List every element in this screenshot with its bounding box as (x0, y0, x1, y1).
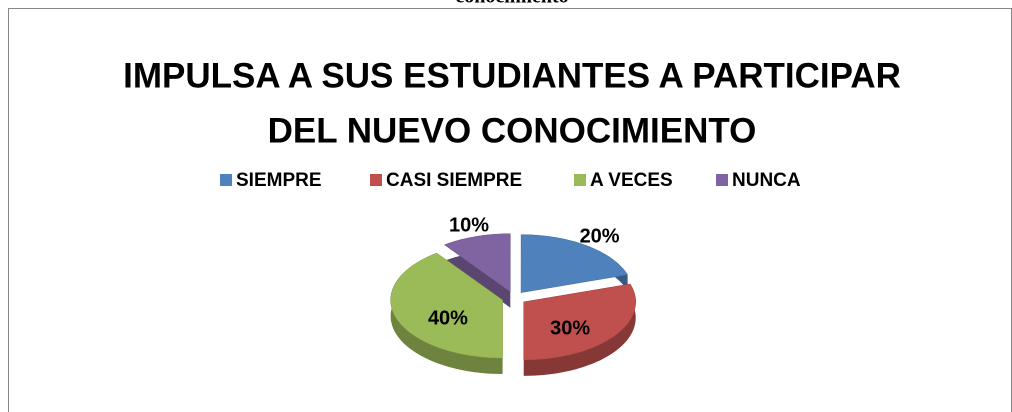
legend-swatch (220, 174, 232, 186)
slice (523, 283, 636, 361)
legend-label: NUNCA (732, 170, 801, 191)
legend-label: CASI SIEMPRE (386, 170, 522, 191)
data-label: 30% (550, 317, 590, 339)
legend-label: A VECES (590, 170, 673, 191)
data-label: 40% (428, 307, 468, 329)
chart-title: IMPULSA A SUS ESTUDIANTES A PARTICIPAR (123, 56, 901, 95)
data-label: 20% (580, 225, 620, 247)
legend-swatch (370, 174, 382, 186)
slice (390, 252, 503, 359)
slice (520, 234, 629, 293)
slice (443, 233, 511, 293)
legend-label: SIEMPRE (236, 170, 322, 191)
chart-title: DEL NUEVO CONOCIMIENTO (268, 111, 757, 150)
legend-swatch (574, 174, 586, 186)
slice-side (390, 253, 503, 374)
data-label: 10% (449, 215, 489, 237)
caption: conocimiento (455, 0, 568, 8)
legend-swatch (716, 174, 728, 186)
